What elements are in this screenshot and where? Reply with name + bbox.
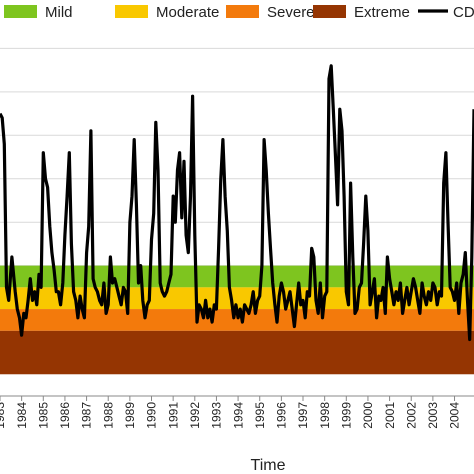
legend-label-severe: Severe (267, 4, 315, 21)
x-axis-label: Time (251, 457, 286, 474)
x-tick-label: 2004 (448, 402, 462, 429)
x-tick-label: 1989 (123, 402, 137, 429)
x-tick-label: 2001 (383, 402, 397, 429)
legend-swatch-mild (4, 5, 37, 18)
drought-bands (0, 265, 474, 375)
x-tick-label: 1990 (145, 402, 159, 429)
x-tick-label: 2000 (361, 402, 375, 429)
legend-label-extreme: Extreme (354, 4, 410, 21)
x-tick-label: 1991 (166, 402, 180, 429)
x-tick-label: 1996 (275, 402, 289, 429)
x-tick-label: 1992 (188, 402, 202, 429)
x-tick-label: 1985 (36, 402, 50, 429)
x-tick-label: 1984 (15, 402, 29, 429)
x-tick-label: 2002 (404, 402, 418, 429)
legend-swatch-extreme (313, 5, 346, 18)
x-tick-label: 1987 (80, 402, 94, 429)
x-axis: 1983 1984 1985 1986 1987 1988 1989 1990 1991 1992… (0, 395, 474, 429)
x-tick-label: 1997 (296, 402, 310, 429)
band-mild (0, 265, 474, 288)
series-layer (0, 64, 474, 342)
legend-label-cdi: CDI (453, 4, 474, 21)
x-tick-label: 1999 (339, 402, 353, 429)
legend: Mild Moderate Severe Extreme CDI (4, 4, 474, 21)
legend-swatch-moderate (115, 5, 148, 18)
band-extreme (0, 330, 474, 375)
x-tick-label: 1993 (210, 402, 224, 429)
x-tick-label: 1998 (318, 402, 332, 429)
x-tick-label: 1986 (58, 402, 72, 429)
legend-label-moderate: Moderate (156, 4, 219, 21)
x-tick-label: 1995 (253, 402, 267, 429)
legend-swatch-severe (226, 5, 259, 18)
x-tick-label: 1983 (0, 402, 7, 429)
x-tick-label: 2003 (426, 402, 440, 429)
x-tick-label: 1994 (231, 402, 245, 429)
legend-label-mild: Mild (45, 4, 73, 21)
series-line-cdi (0, 64, 474, 342)
x-tick-label: 1988 (101, 402, 115, 429)
